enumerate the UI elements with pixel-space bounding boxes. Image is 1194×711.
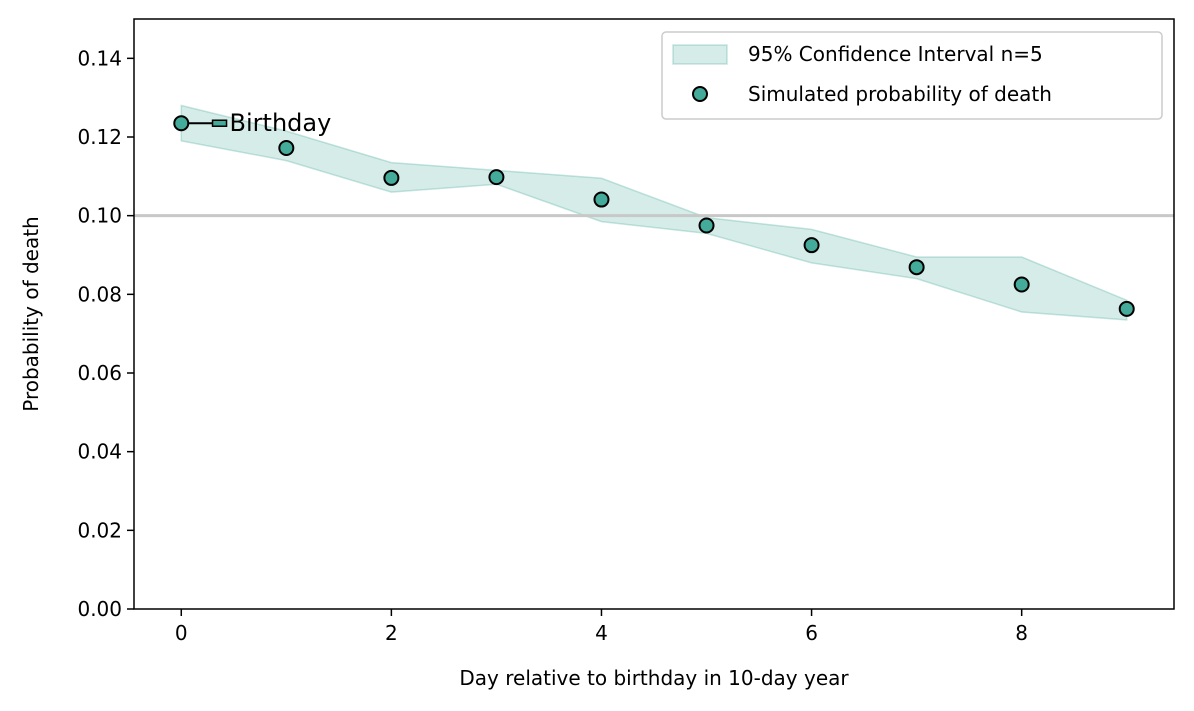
y-axis-label: Probability of death [19,216,43,412]
data-point [1013,276,1030,293]
data-point [278,140,295,157]
y-tick-label: 0.14 [77,46,122,70]
x-tick-label: 6 [805,621,818,645]
y-tick-label: 0.06 [77,361,122,385]
x-axis-label: Day relative to birthday in 10-day year [459,666,849,690]
legend-label-band: 95% Confidence Interval n=5 [748,42,1043,66]
x-axis: 0 2 4 6 8 [175,609,1028,645]
y-axis: 0.00 0.02 0.04 0.06 0.08 0.10 0.12 0.14 [77,46,134,621]
x-tick-label: 8 [1015,621,1028,645]
x-tick-label: 2 [385,621,398,645]
annotation-arrow-head [211,119,228,127]
x-tick-label: 4 [595,621,608,645]
y-tick-label: 0.00 [77,597,122,621]
data-point [593,191,610,208]
x-tick-label: 0 [175,621,188,645]
y-tick-label: 0.02 [77,518,122,542]
legend-swatch-band [672,44,728,65]
y-tick-label: 0.08 [77,282,122,306]
legend: 95% Confidence Interval n=5 Simulated pro… [661,31,1163,120]
data-point [698,217,715,234]
data-point [488,169,505,186]
legend-label-points: Simulated probability of death [748,82,1052,106]
y-tick-label: 0.10 [77,204,122,228]
data-point [803,237,820,254]
y-tick-label: 0.12 [77,125,122,149]
plot-frame [133,18,1175,610]
legend-box [661,31,1163,120]
band-layer [180,104,1128,321]
legend-swatch-points [692,86,708,102]
data-point [383,169,400,186]
data-point [173,115,190,132]
points-layer [173,115,1135,317]
confidence-band [180,104,1128,321]
y-tick-label: 0.04 [77,440,122,464]
annotation-label: Birthday [230,109,332,137]
data-point [908,259,925,276]
data-point [1118,300,1135,317]
annotation-layer: Birthday [181,109,331,137]
